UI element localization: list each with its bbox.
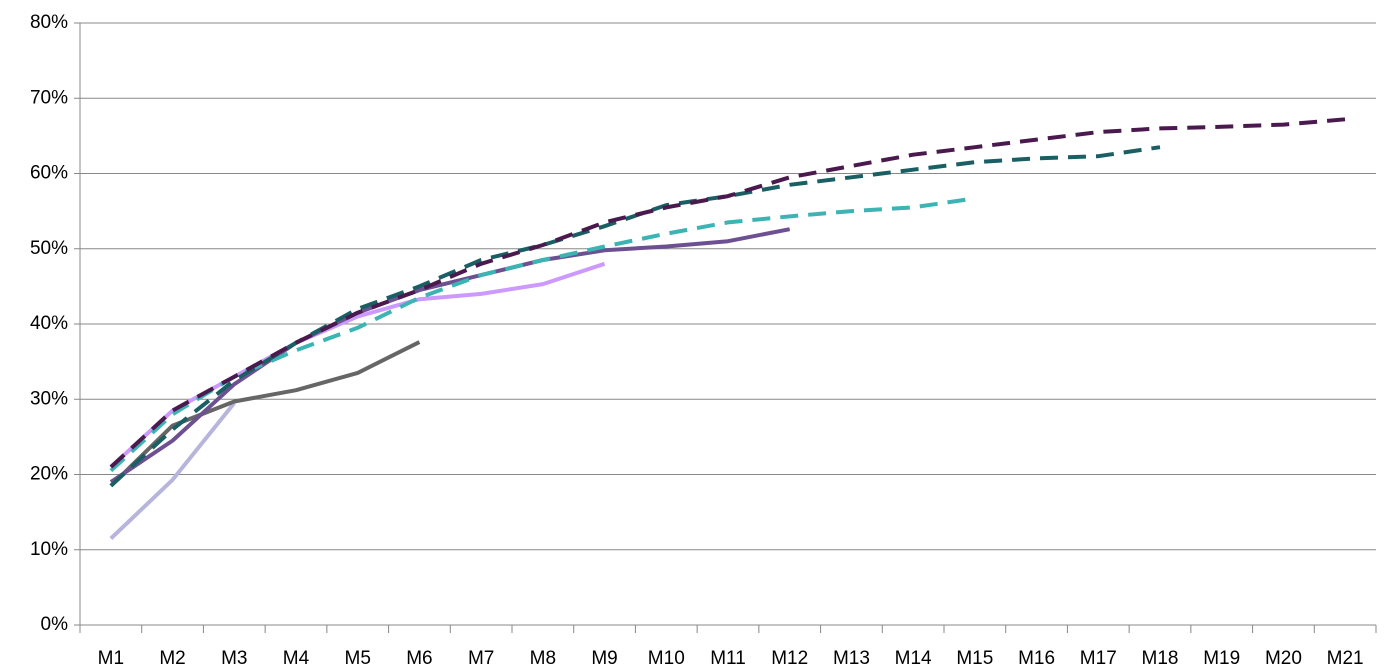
series-line [109,196,976,473]
y-tick-label: 20% [30,464,68,485]
y-tick-label: 50% [30,238,68,259]
x-tick-label: M20 [1265,648,1302,669]
y-tick-label: 0% [41,614,69,635]
y-tick-label: 40% [30,313,68,334]
x-tick-label: M5 [345,648,371,669]
x-tick-label: M1 [98,648,124,669]
x-tick-label: M10 [648,648,685,669]
x-tick-label: M12 [771,648,808,669]
x-tick-label: M19 [1203,648,1240,669]
x-tick-label: M6 [406,648,432,669]
x-tick-label: M2 [159,648,185,669]
x-tick-label: M13 [833,648,870,669]
x-tick-label: M17 [1080,648,1117,669]
y-tick-label: 70% [30,87,68,108]
x-tick-label: M11 [710,648,746,669]
y-tick-label: 10% [30,539,68,560]
series-line [109,401,236,540]
series-line [109,227,791,484]
series-line [109,145,1161,488]
x-tick-label: M16 [1018,648,1055,669]
series-line [109,340,421,488]
x-tick-label: M7 [468,648,494,669]
y-tick-label: 80% [30,12,68,33]
x-tick-label: M9 [591,648,617,669]
series-line [109,261,606,469]
x-tick-label: M8 [530,648,556,669]
x-tick-label: M14 [895,648,932,669]
x-tick-label: M15 [956,648,993,669]
x-tick-label: M18 [1142,648,1179,669]
y-tick-label: 60% [30,163,68,184]
x-tick-label: M4 [283,648,310,669]
x-tick-label: M3 [221,648,247,669]
y-tick-label: 30% [30,388,68,409]
x-tick-label: M21 [1327,648,1364,669]
series-line [109,117,1346,469]
